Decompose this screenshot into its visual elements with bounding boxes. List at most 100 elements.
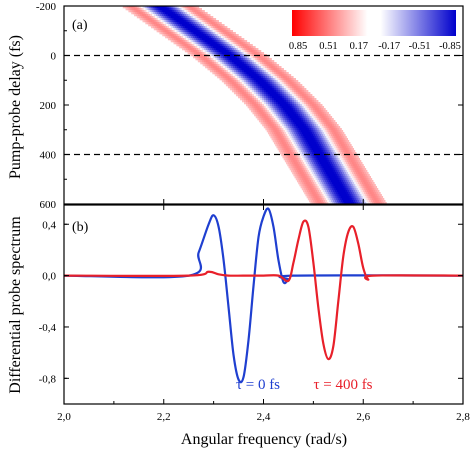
heatmap-cell <box>345 162 349 165</box>
heatmap-cell <box>207 60 211 63</box>
heatmap-cell <box>334 196 338 199</box>
heatmap-cell <box>205 32 208 35</box>
heatmap-cell <box>314 182 317 185</box>
heatmap-cell <box>302 124 305 127</box>
heatmap-cell <box>255 92 259 95</box>
heatmap-cell <box>161 22 164 25</box>
heatmap-cell <box>321 168 325 171</box>
heatmap-cell <box>206 16 210 19</box>
y-tick-label: 0,0 <box>42 271 56 283</box>
heatmap-cell <box>265 126 269 129</box>
heatmap-cell <box>277 92 281 95</box>
heatmap-cell <box>316 136 319 139</box>
heatmap-cell <box>171 32 175 35</box>
heatmap-cell <box>223 48 227 51</box>
heatmap-cell <box>306 156 310 159</box>
heatmap-cell <box>275 128 278 131</box>
heatmap-cell <box>366 202 369 204</box>
heatmap-cell <box>298 170 302 173</box>
heatmap-cell <box>300 122 304 125</box>
heatmap-cell <box>239 46 242 49</box>
heatmap-cell <box>365 198 369 201</box>
heatmap-cell <box>298 112 301 115</box>
heatmap-cell <box>212 56 216 59</box>
heatmap-cell <box>355 164 358 167</box>
heatmap-cell <box>322 160 326 163</box>
heatmap-cell <box>255 100 259 103</box>
heatmap-cell <box>253 92 257 95</box>
heatmap-cell <box>354 160 358 163</box>
heatmap-cell <box>358 202 361 204</box>
heatmap-cell <box>245 82 249 85</box>
heatmap-cell <box>208 16 212 19</box>
heatmap-cell <box>225 66 228 69</box>
heatmap-cell <box>132 10 135 13</box>
heatmap-cell <box>351 172 355 175</box>
heatmap-cell <box>208 64 212 67</box>
heatmap-cell <box>155 22 158 25</box>
heatmap-cell <box>229 60 233 63</box>
heatmap-cell <box>206 20 209 23</box>
heatmap-cell <box>179 46 182 49</box>
heatmap-cell <box>261 100 265 103</box>
heatmap-cell <box>171 22 174 25</box>
heatmap-cell <box>301 174 304 177</box>
heatmap-cell <box>262 66 266 69</box>
heatmap-cell <box>272 122 276 125</box>
heatmap-cell <box>341 194 344 197</box>
heatmap-cell <box>294 130 298 133</box>
heatmap-cell <box>316 140 320 143</box>
heatmap-cell <box>224 44 227 47</box>
heatmap-cell <box>233 86 237 89</box>
heatmap-cell <box>378 202 381 204</box>
heatmap-cell <box>245 90 249 93</box>
heatmap-cell <box>328 190 332 193</box>
heatmap-cell <box>270 120 274 123</box>
heatmap-cell <box>202 16 206 19</box>
heatmap-cell <box>335 162 339 165</box>
heatmap-cell <box>370 186 374 189</box>
heatmap-cell <box>260 120 264 123</box>
heatmap-cell <box>277 86 281 89</box>
heatmap-cell <box>348 186 352 189</box>
heatmap-cell <box>332 146 335 149</box>
heatmap-cell <box>196 30 200 33</box>
heatmap-cell <box>356 196 360 199</box>
heatmap-cell <box>206 56 210 59</box>
heatmap-cell <box>255 52 259 55</box>
heatmap-cell <box>339 178 343 181</box>
heatmap-cell <box>363 168 367 171</box>
heatmap-cell <box>284 114 287 117</box>
heatmap-cell <box>257 102 261 105</box>
heatmap-cell <box>273 102 277 105</box>
heatmap-cell <box>323 164 326 167</box>
heatmap-cell <box>289 92 293 95</box>
heatmap-cell <box>372 182 375 185</box>
heatmap-cell <box>305 96 309 99</box>
heatmap-cell <box>204 36 208 39</box>
heatmap-cell <box>216 36 220 39</box>
heatmap-cell <box>314 140 318 143</box>
heatmap-cell <box>212 64 216 67</box>
heatmap-cell <box>351 178 355 181</box>
heatmap-cell <box>310 156 313 159</box>
heatmap-cell <box>274 112 278 115</box>
heatmap-cell <box>174 30 178 33</box>
heatmap-cell <box>249 84 253 87</box>
heatmap-cell <box>285 88 289 91</box>
heatmap-cell <box>351 184 354 187</box>
heatmap-cell <box>233 70 237 73</box>
heatmap-cell <box>140 16 144 19</box>
heatmap-cell <box>374 202 377 204</box>
heatmap-cell <box>210 44 213 47</box>
heatmap-cell <box>256 102 259 105</box>
heatmap-cell <box>360 170 364 173</box>
heatmap-cell <box>273 84 277 87</box>
heatmap-cell <box>176 10 179 13</box>
heatmap-cell <box>232 72 235 75</box>
heatmap-cell <box>280 72 283 75</box>
heatmap-cell <box>214 44 217 47</box>
heatmap-cell <box>298 176 302 179</box>
heatmap-cell <box>359 174 362 177</box>
heatmap-cell <box>296 114 299 117</box>
